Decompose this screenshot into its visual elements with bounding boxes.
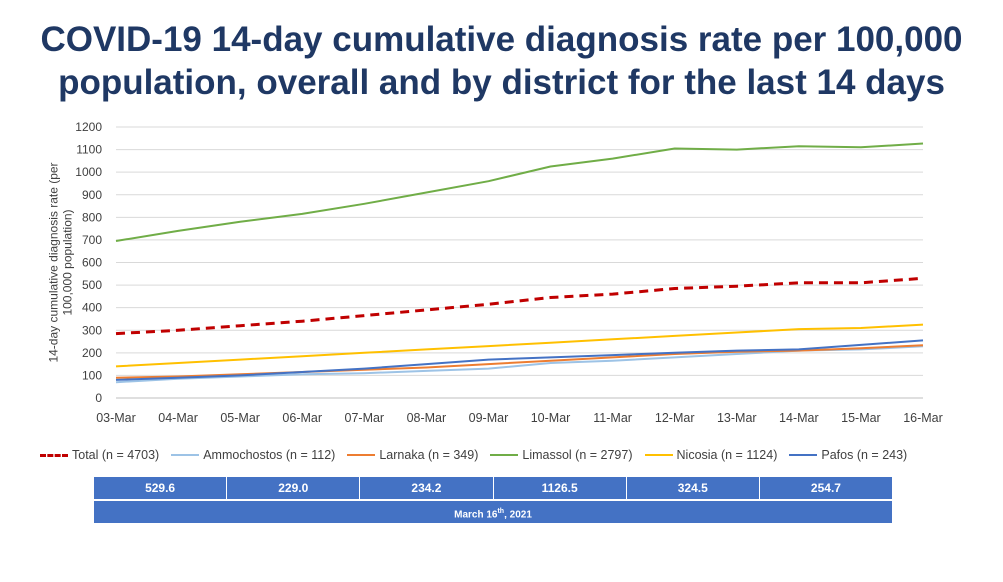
- gridlines: [116, 126, 923, 399]
- legend-item: Total (n = 4703): [40, 448, 159, 462]
- y-tick-label: 400: [82, 301, 102, 315]
- y-tick-label: 500: [82, 278, 102, 292]
- series-line: [115, 323, 924, 368]
- legend-label: Nicosia (n = 1124): [676, 448, 778, 462]
- x-tick-label: 15-Mar: [841, 411, 881, 425]
- legend-swatch: [40, 453, 68, 457]
- legend-swatch: [171, 454, 200, 456]
- legend-item: Nicosia (n = 1124): [644, 448, 778, 462]
- summary-value-cell: 234.2: [360, 477, 494, 499]
- summary-date: March 16th, 2021: [94, 501, 892, 523]
- legend-item: Larnaka (n = 349): [347, 448, 478, 462]
- legend-swatch: [644, 454, 673, 456]
- y-tick-label: 1100: [76, 143, 102, 157]
- series-line: [115, 339, 924, 381]
- y-tick-label: 300: [82, 323, 102, 337]
- y-tick-label: 1000: [75, 165, 102, 179]
- y-tick-label: 200: [82, 346, 102, 360]
- legend-swatch: [490, 454, 519, 456]
- summary-value-cell: 229.0: [227, 477, 361, 499]
- y-tick-label: 0: [95, 391, 102, 405]
- x-tick-label: 08-Mar: [407, 411, 447, 425]
- y-tick-label: 800: [82, 210, 102, 224]
- line-chart: 14-day cumulative diagnosis rate (per100…: [47, 120, 943, 425]
- x-tick-label: 12-Mar: [655, 411, 695, 425]
- legend-item: Limassol (n = 2797): [490, 448, 633, 462]
- summary-value-cell: 529.6: [94, 477, 228, 499]
- x-tick-label: 16-Mar: [903, 411, 943, 425]
- x-tick-label: 05-Mar: [220, 411, 260, 425]
- series-line: [115, 276, 924, 336]
- summary-date-prefix: March 16: [454, 509, 498, 521]
- y-tick-label: 600: [82, 256, 102, 270]
- summary-table: 529.6 229.0 234.2 1126.5 324.5 254.7 March 16…: [94, 477, 893, 523]
- legend-label: Ammochostos (n = 112): [203, 448, 336, 462]
- axis-ticks: 0 100 200 300 400 500 600 700 800 900 1000 1100 1200…: [75, 120, 943, 425]
- y-tick-label: 900: [82, 188, 102, 202]
- summary-date-sup: th: [497, 508, 505, 515]
- y-tick-label: 1200: [75, 120, 102, 134]
- x-tick-label: 03-Mar: [96, 411, 136, 425]
- summary-value-cell: 324.5: [626, 477, 760, 499]
- chart-title-line-2: population, overall and by district for …: [58, 63, 945, 102]
- series-line: [115, 345, 924, 384]
- legend-label: Total (n = 4703): [72, 448, 160, 462]
- x-tick-label: 14-Mar: [779, 411, 819, 425]
- x-tick-label: 11-Mar: [593, 411, 632, 425]
- x-tick-label: 10-Mar: [531, 411, 571, 425]
- summary-date-suffix: , 2021: [504, 509, 532, 521]
- x-tick-label: 13-Mar: [717, 411, 757, 425]
- series-lines: [115, 142, 924, 384]
- legend-swatch: [347, 454, 376, 456]
- legend-label: Larnaka (n = 349): [379, 448, 479, 462]
- legend-label: Limassol (n = 2797): [522, 448, 633, 462]
- legend-item: Ammochostos (n = 112): [171, 448, 335, 462]
- x-tick-label: 07-Mar: [345, 411, 385, 425]
- summary-values-row: 529.6 229.0 234.2 1126.5 324.5 254.7: [94, 477, 893, 499]
- chart-title-line-1: COVID-19 14-day cumulative diagnosis rat…: [40, 20, 963, 59]
- y-axis-label: 14-day cumulative diagnosis rate (per100…: [47, 162, 75, 362]
- x-tick-label: 04-Mar: [158, 411, 198, 425]
- chart-legend: Total (n = 4703) Ammochostos (n = 112) Lar…: [40, 444, 990, 466]
- chart-title: COVID-19 14-day cumulative diagnosis rat…: [0, 18, 1003, 104]
- y-tick-label: 700: [82, 233, 102, 247]
- legend-item: Pafos (n = 243): [789, 448, 907, 462]
- summary-value-cell: 254.7: [759, 477, 893, 499]
- summary-value-cell: 1126.5: [493, 477, 627, 499]
- legend-label: Pafos (n = 243): [821, 448, 908, 462]
- x-tick-label: 09-Mar: [469, 411, 509, 425]
- x-tick-label: 06-Mar: [282, 411, 322, 425]
- y-tick-label: 100: [82, 368, 102, 382]
- legend-swatch: [789, 454, 818, 456]
- series-line: [115, 142, 924, 242]
